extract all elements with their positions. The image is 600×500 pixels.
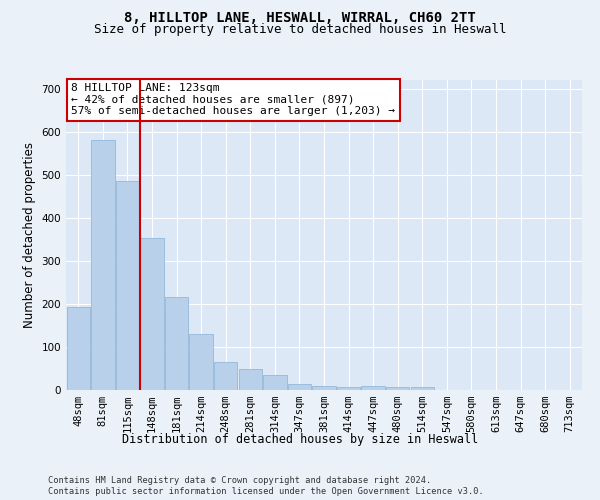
Bar xyxy=(263,375,287,390)
Bar xyxy=(361,386,385,390)
Bar xyxy=(288,384,311,390)
Text: Distribution of detached houses by size in Heswall: Distribution of detached houses by size … xyxy=(122,432,478,446)
Bar xyxy=(239,370,262,390)
Text: 8, HILLTOP LANE, HESWALL, WIRRAL, CH60 2TT: 8, HILLTOP LANE, HESWALL, WIRRAL, CH60 2… xyxy=(124,11,476,25)
Text: Size of property relative to detached houses in Heswall: Size of property relative to detached ho… xyxy=(94,22,506,36)
Bar xyxy=(190,334,213,390)
Bar xyxy=(214,362,238,390)
Bar xyxy=(140,238,164,390)
Bar xyxy=(337,387,360,390)
Text: Contains public sector information licensed under the Open Government Licence v3: Contains public sector information licen… xyxy=(48,488,484,496)
Text: Contains HM Land Registry data © Crown copyright and database right 2024.: Contains HM Land Registry data © Crown c… xyxy=(48,476,431,485)
Text: 8 HILLTOP LANE: 123sqm
← 42% of detached houses are smaller (897)
57% of semi-de: 8 HILLTOP LANE: 123sqm ← 42% of detached… xyxy=(71,83,395,116)
Bar xyxy=(116,181,139,390)
Bar xyxy=(67,307,90,390)
Bar xyxy=(91,140,115,390)
Bar xyxy=(313,386,335,390)
Bar xyxy=(165,298,188,390)
Bar xyxy=(410,388,434,390)
Y-axis label: Number of detached properties: Number of detached properties xyxy=(23,142,36,328)
Bar xyxy=(386,387,409,390)
